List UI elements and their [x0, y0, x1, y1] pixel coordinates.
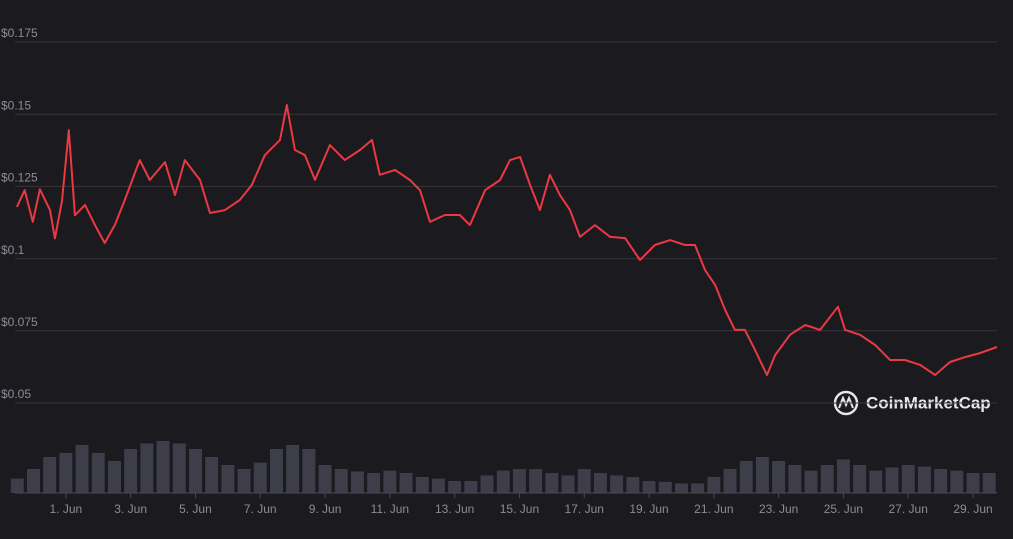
- volume-bar: [480, 475, 494, 493]
- volume-bar: [237, 469, 251, 493]
- volume-bar: [561, 475, 575, 493]
- volume-bar: [399, 473, 413, 493]
- volume-bar: [107, 461, 121, 493]
- volume-bar: [302, 449, 316, 493]
- volume-bar: [10, 478, 24, 493]
- volume-bar: [804, 470, 818, 493]
- x-tick-label: 3. Jun: [114, 502, 147, 516]
- x-tick-label: 11. Jun: [371, 502, 409, 516]
- x-tick-label: 17. Jun: [565, 502, 604, 516]
- volume-bar: [318, 465, 332, 493]
- volume-bar: [43, 457, 57, 493]
- volume-bar: [464, 481, 478, 493]
- x-tick-label: 29. Jun: [953, 502, 992, 516]
- volume-bar: [707, 477, 721, 493]
- x-tick-label: 23. Jun: [759, 502, 798, 516]
- x-tick-label: 9. Jun: [309, 502, 342, 516]
- volume-bar: [529, 469, 543, 493]
- volume-bar: [966, 473, 980, 493]
- x-tick-label: 7. Jun: [244, 502, 277, 516]
- volume-bar: [593, 473, 607, 493]
- volume-bar: [820, 465, 834, 493]
- volume-bar: [755, 457, 769, 493]
- volume-bar: [156, 441, 170, 493]
- x-tick-label: 27. Jun: [889, 502, 928, 516]
- y-tick-label: $0.1: [1, 243, 25, 257]
- volume-bar: [674, 483, 688, 493]
- volume-bar: [205, 457, 219, 493]
- volume-bar: [788, 465, 802, 493]
- volume-bar: [772, 461, 786, 493]
- volume-bar: [269, 449, 283, 493]
- x-tick-label: 25. Jun: [824, 502, 863, 516]
- y-tick-label: $0.15: [1, 98, 31, 112]
- volume-bar: [415, 477, 429, 493]
- x-tick-label: 1. Jun: [50, 502, 83, 516]
- volume-bar: [75, 445, 89, 493]
- volume-bar: [869, 470, 883, 493]
- volume-bar: [917, 466, 931, 493]
- volume-bar: [496, 470, 510, 493]
- volume-bar: [188, 449, 202, 493]
- volume-bar: [448, 481, 462, 493]
- price-line: [15, 104, 998, 376]
- volume-bar: [334, 469, 348, 493]
- volume-bar: [853, 465, 867, 493]
- volume-bar: [577, 469, 591, 493]
- volume-bar: [610, 475, 624, 493]
- volume-bar: [885, 467, 899, 493]
- volume-bar: [545, 473, 559, 493]
- volume-bar: [91, 453, 105, 493]
- volume-bar: [221, 465, 235, 493]
- y-tick-label: $0.175: [1, 26, 38, 40]
- volume-bar: [739, 461, 753, 493]
- volume-bar: [642, 481, 656, 493]
- volume-bar: [934, 469, 948, 493]
- x-tick-label: 13. Jun: [435, 502, 474, 516]
- volume-bar: [658, 481, 672, 493]
- volume-bar: [59, 453, 73, 493]
- y-tick-label: $0.05: [1, 387, 31, 401]
- volume-bar: [431, 478, 445, 493]
- volume-bar: [691, 483, 705, 493]
- volume-bar: [172, 443, 186, 493]
- y-tick-label: $0.125: [1, 171, 38, 185]
- volume-bar: [26, 469, 40, 493]
- x-tick-label: 19. Jun: [629, 502, 668, 516]
- volume-bar: [836, 459, 850, 493]
- volume-bar: [723, 469, 737, 493]
- volume-bar: [512, 469, 526, 493]
- volume-bar: [286, 445, 300, 493]
- volume-bar: [367, 473, 381, 493]
- y-tick-label: $0.075: [1, 315, 38, 329]
- volume-bar: [901, 465, 915, 493]
- volume-bar: [950, 470, 964, 493]
- volume-bar: [982, 473, 996, 493]
- volume-bar: [124, 449, 138, 493]
- x-tick-label: 21. Jun: [694, 502, 733, 516]
- volume-bar: [140, 443, 154, 493]
- volume-bar: [253, 462, 267, 493]
- x-tick-label: 15. Jun: [500, 502, 539, 516]
- volume-bar: [350, 471, 364, 493]
- volume-bar: [383, 470, 397, 493]
- volume-bar: [626, 477, 640, 493]
- x-tick-label: 5. Jun: [179, 502, 212, 516]
